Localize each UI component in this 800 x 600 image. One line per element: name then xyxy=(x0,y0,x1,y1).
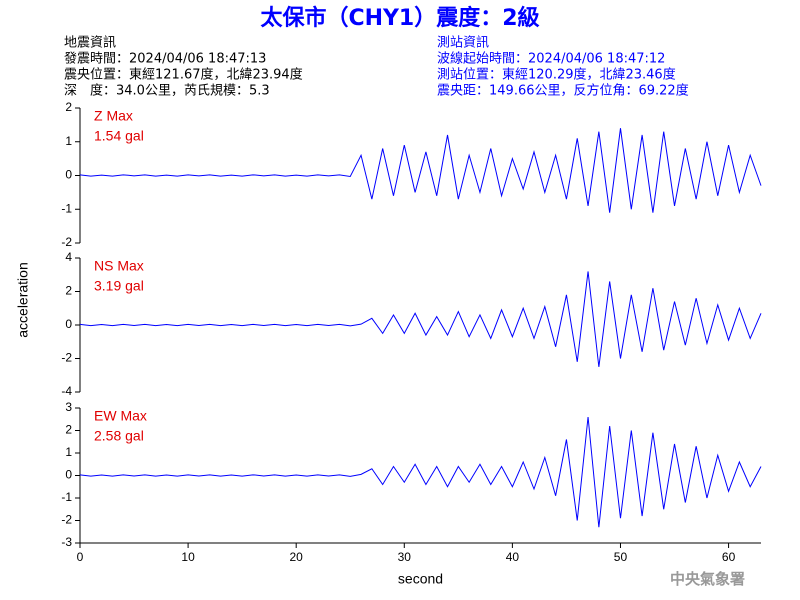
y-tick-label: 1 xyxy=(65,445,72,459)
footer: 中央氣象署 xyxy=(670,570,745,588)
x-axis-label: second xyxy=(398,571,443,587)
station-info: 測站位置：東經120.29度，北緯23.46度 xyxy=(437,67,676,83)
event-info: 發震時間：2024/04/06 18:47:13 xyxy=(64,52,266,67)
y-tick-label: 2 xyxy=(65,100,72,114)
x-tick-label: 40 xyxy=(506,550,520,564)
y-tick-label: 0 xyxy=(65,468,72,482)
event-info: 深 度：34.0公里，芮氏規模：5.3 xyxy=(64,83,270,99)
x-tick-label: 60 xyxy=(722,550,736,564)
annotation: EW Max xyxy=(94,408,147,424)
y-tick-label: -2 xyxy=(61,351,72,365)
waveform xyxy=(79,271,762,367)
x-tick-label: 10 xyxy=(181,550,195,564)
y-tick-label: 4 xyxy=(65,250,72,264)
waveform xyxy=(79,128,762,213)
y-tick-label: 2 xyxy=(65,423,72,437)
y-tick-label: -1 xyxy=(61,490,72,504)
event-info: 震央位置：東經121.67度，北緯23.94度 xyxy=(64,67,303,83)
y-tick-label: -3 xyxy=(61,535,72,549)
annotation: 1.54 gal xyxy=(94,128,144,144)
event-info: 地震資訊 xyxy=(64,36,116,51)
y-tick-label: 0 xyxy=(65,317,72,331)
y-tick-label: 2 xyxy=(65,284,72,298)
chart-title: 太保市（CHY1）震度：2級 xyxy=(260,5,539,31)
y-tick-label: -4 xyxy=(61,384,72,398)
x-tick-label: 50 xyxy=(614,550,628,564)
waveform xyxy=(79,416,762,528)
y-tick-label: 0 xyxy=(65,168,72,182)
y-tick-label: 1 xyxy=(65,134,72,148)
y-tick-label: 3 xyxy=(65,400,72,414)
y-tick-label: -2 xyxy=(61,235,72,249)
y-axis-label: acceleration xyxy=(15,262,31,338)
x-tick-label: 30 xyxy=(398,550,412,564)
y-tick-label: -2 xyxy=(61,513,72,527)
x-tick-label: 20 xyxy=(290,550,304,564)
annotation: 3.19 gal xyxy=(94,278,144,294)
station-info: 震央距：149.66公里，反方位角：69.22度 xyxy=(437,83,689,99)
x-tick-label: 0 xyxy=(77,550,84,564)
station-info: 測站資訊 xyxy=(437,36,489,51)
annotation: NS Max xyxy=(94,258,144,274)
annotation: 2.58 gal xyxy=(94,428,144,444)
station-info: 波線起始時間：2024/04/06 18:47:12 xyxy=(437,51,665,67)
annotation: Z Max xyxy=(94,108,133,124)
y-tick-label: -1 xyxy=(61,201,72,215)
